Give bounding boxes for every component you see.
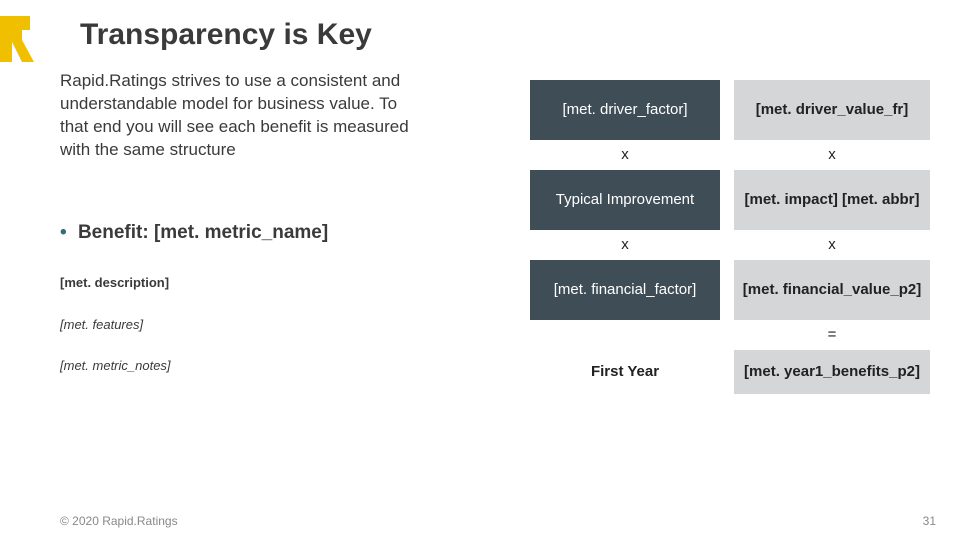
page-number: 31: [923, 514, 936, 528]
bullet-icon: •: [60, 222, 67, 243]
benefit-line: • Benefit: [met. metric_name]: [60, 222, 440, 244]
benefit-prefix: Benefit:: [78, 222, 149, 243]
driver-factor-box: [met. driver_factor]: [530, 80, 720, 140]
grid-sym-1: x x: [530, 144, 930, 166]
grid-row-2: Typical Improvement [met. impact] [met. …: [530, 170, 930, 230]
copyright-text: © 2020 Rapid.Ratings: [60, 514, 178, 528]
grid-row-1: [met. driver_factor] [met. driver_value_…: [530, 80, 930, 140]
metric-notes-text: [met. metric_notes]: [60, 358, 171, 373]
impact-box: [met. impact] [met. abbr]: [734, 170, 930, 230]
features-text: [met. features]: [60, 317, 143, 332]
brand-logo: [0, 12, 40, 62]
financial-value-box: [met. financial_value_p2]: [734, 260, 930, 320]
multiply-symbol: x: [734, 234, 930, 256]
spacer: [530, 324, 720, 346]
multiply-symbol: x: [530, 234, 720, 256]
first-year-label: First Year: [530, 350, 720, 394]
grid-row-3: [met. financial_factor] [met. financial_…: [530, 260, 930, 320]
typical-improvement-box: Typical Improvement: [530, 170, 720, 230]
benefit-value: [met. metric_name]: [154, 222, 328, 243]
financial-factor-box: [met. financial_factor]: [530, 260, 720, 320]
driver-value-box: [met. driver_value_fr]: [734, 80, 930, 140]
multiply-symbol: x: [734, 144, 930, 166]
calculation-grid: [met. driver_factor] [met. driver_value_…: [530, 80, 930, 398]
page-title: Transparency is Key: [80, 18, 372, 52]
grid-sym-3: =: [530, 324, 930, 346]
equals-symbol: =: [734, 324, 930, 346]
description-text: [met. description]: [60, 275, 169, 290]
intro-text: Rapid.Ratings strives to use a consisten…: [60, 70, 420, 162]
grid-row-4: First Year [met. year1_benefits_p2]: [530, 350, 930, 394]
year1-benefits-box: [met. year1_benefits_p2]: [734, 350, 930, 394]
multiply-symbol: x: [530, 144, 720, 166]
grid-sym-2: x x: [530, 234, 930, 256]
